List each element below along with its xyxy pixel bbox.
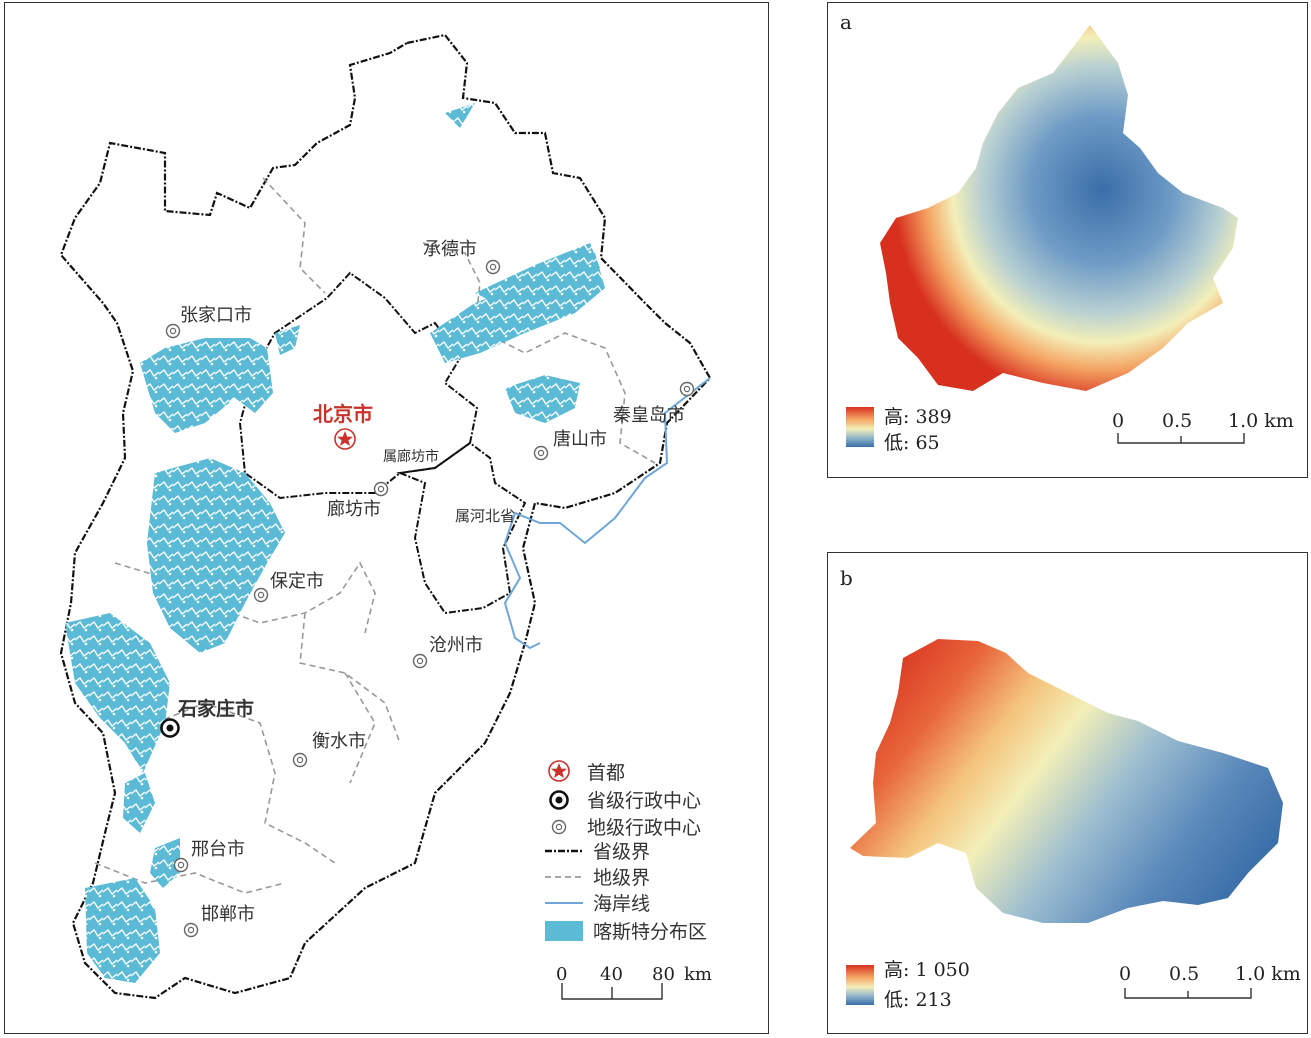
dem-b-watershed [850, 639, 1283, 923]
dem-b-scale-05: 0.5 [1169, 963, 1199, 985]
province-boundary [59, 33, 712, 1000]
city-label: 唐山市 [553, 429, 607, 450]
dem-b-high: 高: 1 050 [884, 959, 970, 981]
dem-panel-b: b 高: 1 050 低: 213 0 0.5 1.0 km [827, 552, 1308, 1034]
prefecture-center-icon [165, 323, 181, 339]
dem-a-scale-bar: 0 0.5 1.0 km [1112, 410, 1294, 444]
scale-tick-0: 0 [556, 964, 567, 985]
legend-province-boundary: 省级界 [593, 841, 650, 863]
dem-panel-a: a 高: 389 低: 65 0 0.5 1.0 km [827, 2, 1308, 478]
prefecture-center-icon [679, 381, 695, 397]
prefecture-center-icon [253, 587, 269, 603]
dem-a-watershed [880, 25, 1238, 391]
dem-a-scale-05: 0.5 [1162, 410, 1192, 432]
scale-tick-80: 80 [652, 964, 675, 985]
city-label: 张家口市 [180, 305, 252, 326]
prefecture-center-icon [533, 445, 549, 461]
prefecture-center-icon [412, 653, 428, 669]
panel-a-letter: a [840, 10, 852, 34]
legend-prefecture-center: 地级行政中心 [587, 817, 701, 839]
dem-b-scale-0: 0 [1119, 963, 1131, 985]
city-label: 石家庄市 [177, 697, 254, 720]
map-scale-bar: 0 40 80 km [556, 964, 712, 1000]
dem-a-color-ramp [846, 407, 874, 447]
dem-b-canvas: b 高: 1 050 低: 213 0 0.5 1.0 km [840, 566, 1301, 1011]
prefecture-center-icon [292, 752, 308, 768]
city-label: 属廊坊市 [383, 448, 439, 465]
provincial-center-icon [549, 790, 569, 810]
tianjin-boundary [396, 441, 527, 615]
dem-b-color-ramp [846, 965, 874, 1005]
dem-b-scale-bar: 0 0.5 1.0 km [1119, 963, 1301, 999]
prefecture-center-icon [551, 819, 567, 835]
beijing-boundary [238, 271, 479, 500]
legend-prefecture-boundary: 地级界 [593, 867, 650, 889]
dem-a-canvas: a 高: 389 低: 65 0 0.5 1.0 km [840, 10, 1294, 454]
legend-provincial-center: 省级行政中心 [587, 790, 701, 812]
scale-unit: km [684, 964, 712, 985]
prefecture-center-icon [183, 922, 199, 938]
city-label: 邢台市 [191, 839, 245, 860]
city-label: 衡水市 [312, 731, 366, 752]
legend-karst-area: 喀斯特分布区 [593, 921, 707, 943]
legend-capital: 首都 [587, 762, 625, 784]
dem-a-high: 高: 389 [884, 406, 952, 428]
city-label: 秦皇岛市 [613, 405, 685, 426]
provincial-center-icon [160, 718, 180, 738]
star-icon [334, 428, 356, 450]
coastline [503, 377, 711, 650]
dem-b-scale-1km: 1.0 km [1235, 963, 1301, 985]
prefecture-center-icon [173, 857, 189, 873]
map-legend: 首都 省级行政中心 地级行政中心 省级界 地级界 海岸线 喀斯特分布区 [545, 760, 707, 943]
prefecture-center-icon [485, 259, 501, 275]
city-label: 属河北省 [455, 507, 515, 525]
hebei-karst-map: 承德市张家口市北京市属廊坊市廊坊市 秦皇岛市 唐山市属河北省保定市沧州市石家庄市衡水… [4, 2, 769, 1034]
dem-a-scale-0: 0 [1112, 410, 1124, 432]
karst-areas [65, 103, 605, 983]
scale-tick-40: 40 [600, 964, 623, 985]
city-label: 承德市 [423, 239, 477, 260]
dem-a-low: 低: 65 [884, 432, 940, 454]
legend-coastline: 海岸线 [593, 893, 650, 915]
panel-b-letter: b [840, 566, 853, 590]
city-label: 邯郸市 [201, 904, 255, 925]
prefecture-center-icon [373, 481, 389, 497]
city-label: 廊坊市 [327, 499, 381, 520]
star-icon [548, 760, 570, 782]
karst-swatch [545, 921, 583, 941]
city-label: 保定市 [270, 571, 324, 592]
dem-a-scale-1km: 1.0 km [1228, 410, 1294, 432]
prefecture-boundaries [94, 177, 656, 894]
city-label: 北京市 [313, 402, 373, 426]
dem-b-low: 低: 213 [884, 989, 952, 1011]
city-label: 沧州市 [429, 635, 483, 656]
